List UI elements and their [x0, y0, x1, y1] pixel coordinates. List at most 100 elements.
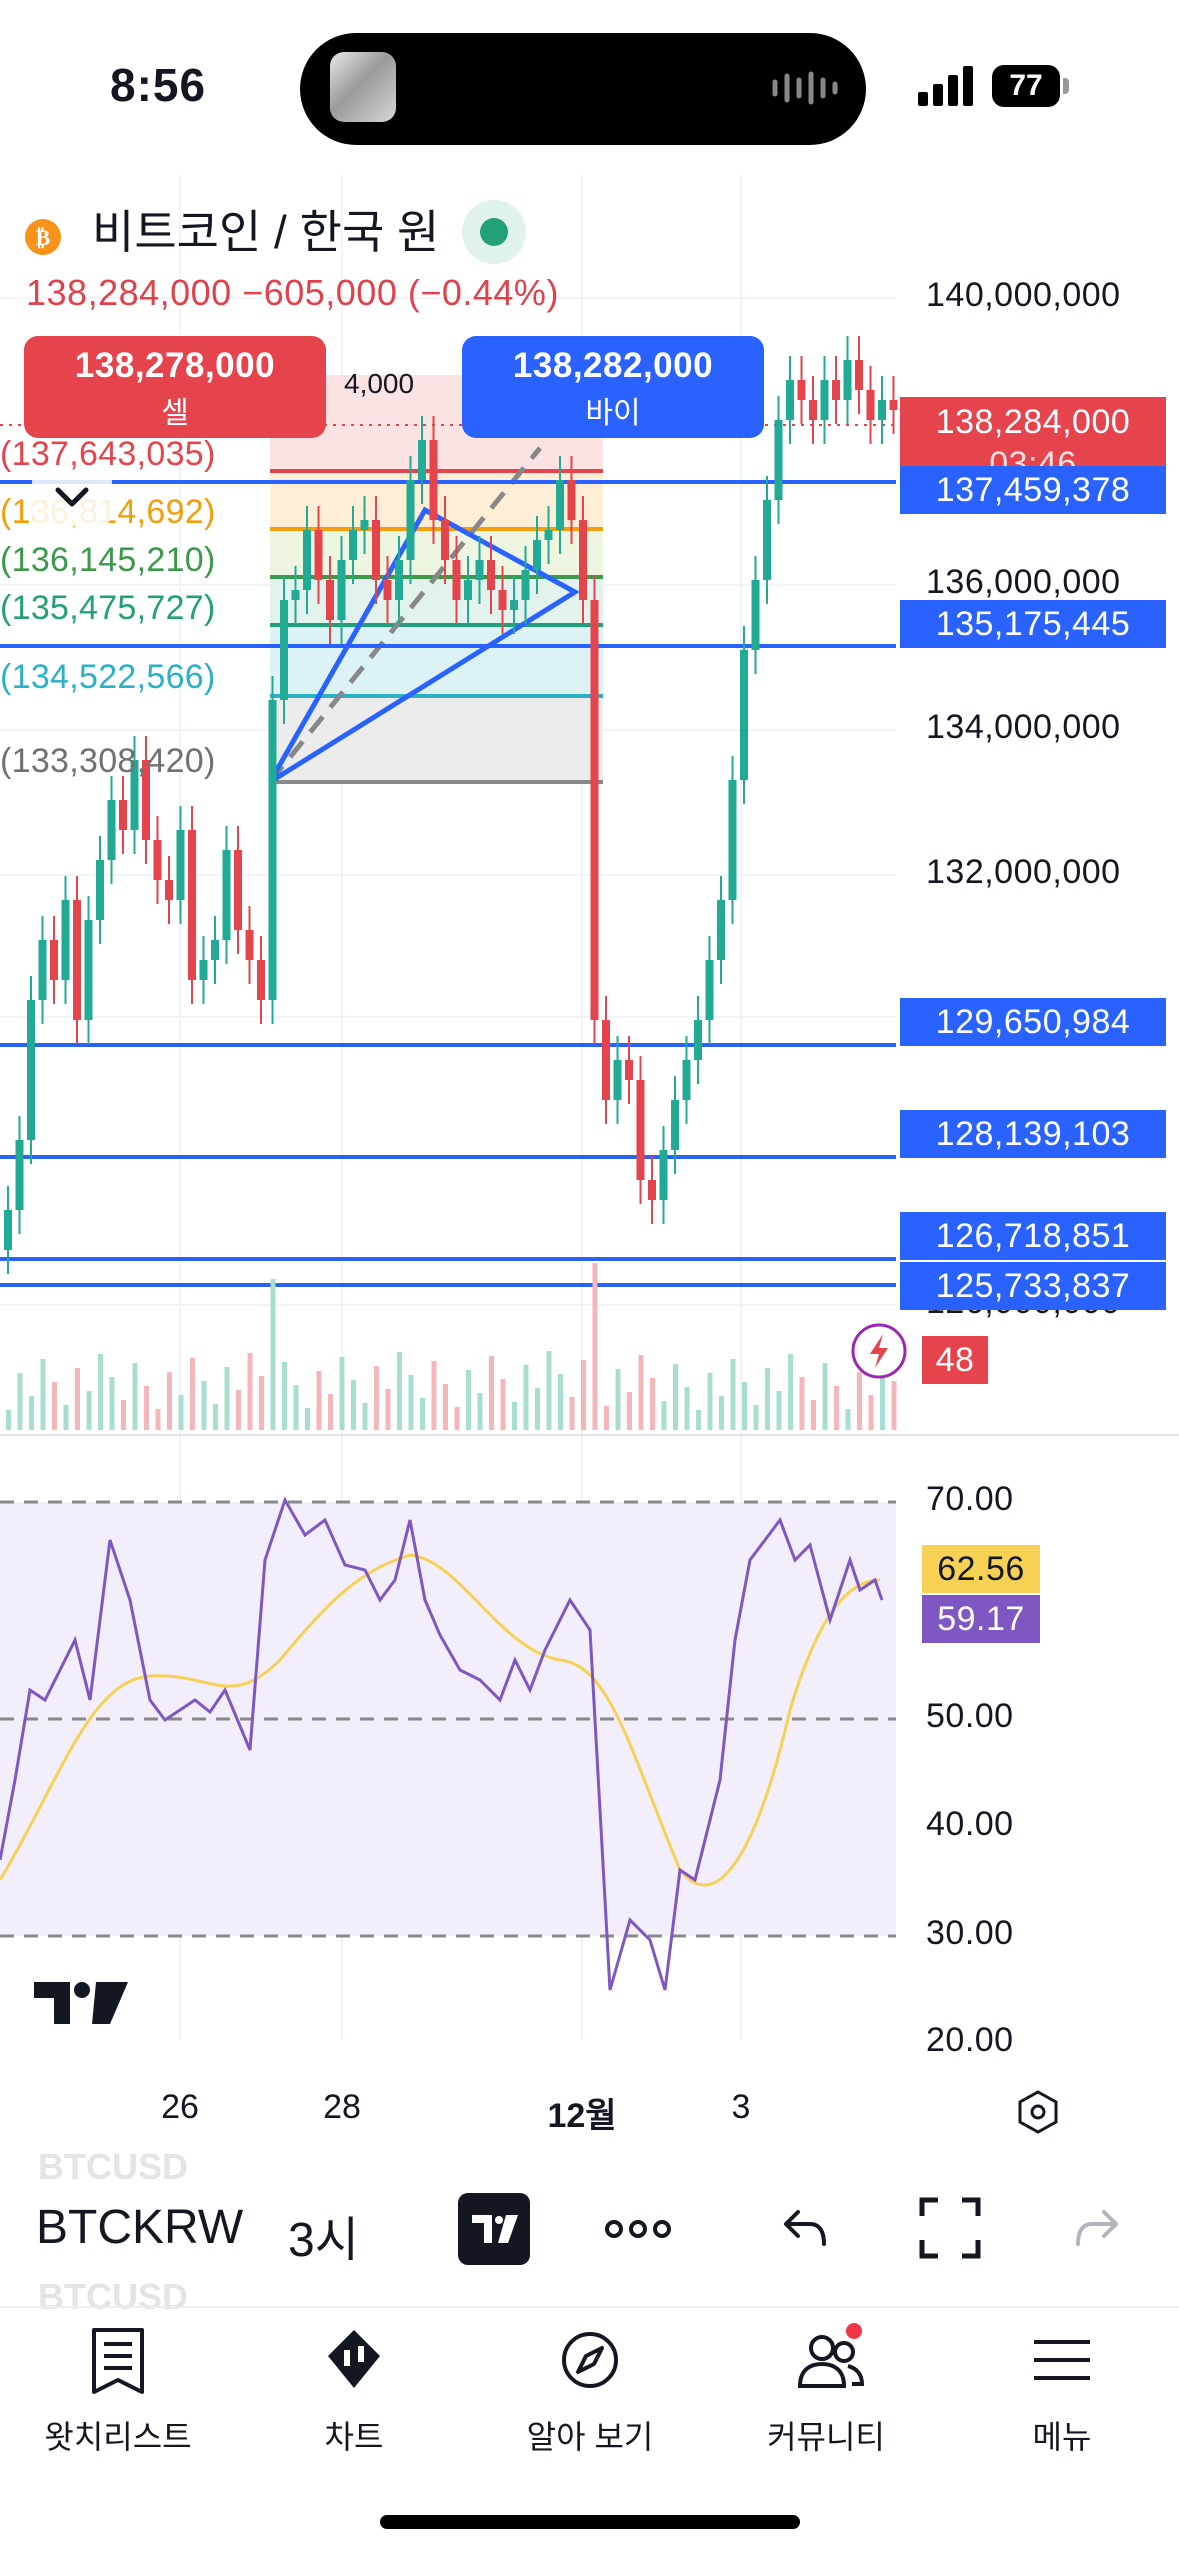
candle-body — [176, 830, 185, 900]
horizontal-level-tag: 129,650,984 — [900, 998, 1166, 1046]
candle-body — [763, 500, 771, 580]
volume-bar — [155, 1409, 161, 1430]
time-axis-label: 26 — [161, 2088, 199, 2126]
battery-level: 77 — [992, 65, 1060, 107]
tab-community[interactable]: 커뮤니티 — [708, 2316, 944, 2466]
candle-body — [671, 1100, 679, 1150]
candle-body — [360, 520, 369, 530]
market-open-indicator — [462, 200, 526, 264]
tab-label: 왓치리스트 — [44, 2419, 192, 2455]
candle-body — [510, 600, 518, 610]
candle-body — [487, 560, 495, 590]
symbol-title[interactable]: 비트코인 / 한국 원 — [92, 206, 440, 258]
rsi-axis-label: 20.00 — [926, 2021, 1014, 2059]
sell-button[interactable]: 138,278,000 셀 — [24, 336, 326, 438]
candle-body — [820, 380, 829, 420]
fib-level-label: (134,522,566) — [0, 658, 216, 696]
volume-bar — [811, 1400, 816, 1430]
buy-button[interactable]: 138,282,000 바이 — [462, 336, 764, 438]
bitcoin-icon: ₿ — [25, 219, 61, 255]
candle-body — [774, 420, 783, 500]
volume-tag: 48 — [922, 1336, 988, 1384]
candle-body — [452, 560, 461, 600]
chart-settings-icon[interactable] — [1014, 2088, 1062, 2136]
fullscreen-icon[interactable] — [918, 2196, 982, 2260]
volume-bar — [224, 1367, 230, 1430]
price-chart[interactable] — [0, 0, 1179, 2150]
candle-body — [73, 900, 81, 1020]
volume-bar — [765, 1368, 770, 1430]
tradingview-icon — [472, 2215, 518, 2243]
volume-bar — [684, 1387, 690, 1430]
rsi-axis-label: 70.00 — [926, 1480, 1014, 1518]
volume-bar — [247, 1353, 253, 1430]
rsi-axis-label: 30.00 — [926, 1914, 1014, 1952]
candle-body — [521, 570, 530, 600]
undo-icon[interactable] — [780, 2204, 830, 2250]
more-options-icon[interactable] — [604, 2214, 672, 2244]
now-playing-thumbnail — [330, 52, 396, 122]
candle-body — [429, 440, 438, 520]
lightning-icon[interactable] — [850, 1322, 908, 1380]
horizontal-level-tag: 125,733,837 — [900, 1262, 1166, 1310]
collapse-chevron-button[interactable] — [32, 470, 112, 526]
compass-icon — [562, 2332, 618, 2388]
volume-bar — [454, 1407, 460, 1430]
candle-body — [579, 520, 587, 600]
volume-bar — [6, 1410, 11, 1430]
candle-body — [314, 530, 323, 580]
candle-body — [406, 480, 415, 560]
rsi-value: 59.17 — [922, 1595, 1040, 1643]
volume-bar — [40, 1359, 46, 1430]
spread-value: 4,000 — [344, 368, 415, 399]
audio-wave-icon — [772, 71, 838, 105]
battery-icon: 77 — [992, 65, 1072, 107]
candle-body — [395, 560, 403, 600]
volume-bar — [707, 1373, 713, 1430]
candle-body — [349, 530, 357, 560]
volume-bar — [627, 1392, 632, 1430]
candle-body — [464, 580, 472, 600]
interval-selector[interactable]: 3시 — [288, 2214, 359, 2267]
candle-body — [107, 800, 116, 860]
candle-body — [188, 830, 196, 980]
tab-chart[interactable]: 차트 — [236, 2316, 472, 2466]
price-change-line: 138,284,000 −605,000 (−0.44%) — [26, 272, 559, 313]
volume-bar — [29, 1396, 34, 1430]
volume-bar — [190, 1358, 195, 1430]
volume-bar — [753, 1405, 759, 1430]
next-symbol-ghost: BTCUSD — [38, 2276, 188, 2317]
candle-body — [648, 1180, 656, 1200]
tradingview-logo — [34, 1982, 128, 2024]
time-axis-label: 3 — [731, 2088, 751, 2126]
tab-menu[interactable]: 메뉴 — [944, 2316, 1179, 2466]
candle-body — [165, 880, 173, 900]
volume-bar — [845, 1409, 851, 1430]
candle-body — [61, 900, 70, 980]
candle-body — [498, 590, 507, 610]
volume-bar — [891, 1381, 897, 1430]
tab-explore[interactable]: 알아 보기 — [472, 2316, 708, 2466]
symbol-selector[interactable]: BTCKRW — [36, 2201, 244, 2254]
chart-type-button[interactable] — [458, 2193, 530, 2265]
redo-icon[interactable] — [1072, 2204, 1122, 2250]
candle-body — [717, 900, 725, 960]
cellular-signal-icon — [918, 66, 973, 106]
candle-body — [418, 440, 426, 480]
tab-watchlist[interactable]: 왓치리스트 — [0, 2316, 236, 2466]
candle-body — [786, 380, 794, 420]
volume-bar — [52, 1382, 57, 1430]
volume-bar — [466, 1370, 471, 1430]
candle-body — [751, 580, 760, 650]
volume-bar — [201, 1381, 207, 1430]
candle-body — [257, 960, 265, 1000]
candle-body — [153, 840, 162, 880]
volume-bar — [592, 1263, 598, 1430]
candle-body — [843, 360, 852, 400]
volume-bar — [121, 1400, 126, 1430]
candle-body — [268, 700, 277, 1000]
candle-body — [728, 780, 737, 900]
candle-body — [383, 580, 392, 600]
volume-bar — [730, 1359, 736, 1430]
volume-bar — [661, 1401, 667, 1430]
